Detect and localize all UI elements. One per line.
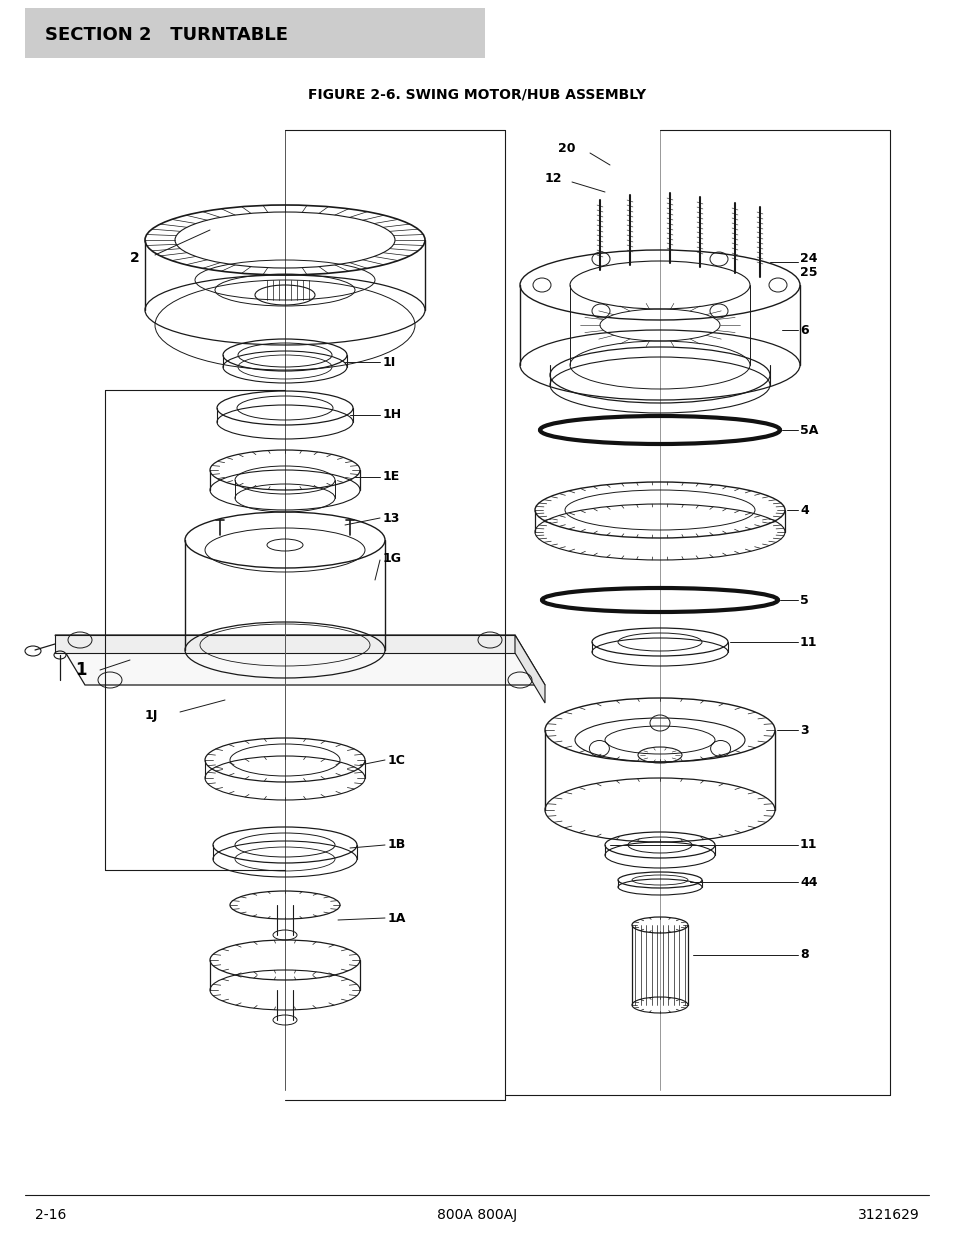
Text: 1: 1 xyxy=(75,661,87,679)
Polygon shape xyxy=(55,635,515,653)
Text: 1J: 1J xyxy=(145,709,158,721)
Text: 13: 13 xyxy=(382,511,400,525)
Text: 11: 11 xyxy=(800,636,817,648)
Polygon shape xyxy=(55,635,544,685)
Bar xyxy=(25,7,484,58)
Text: 8: 8 xyxy=(800,948,808,962)
Text: FIGURE 2-6. SWING MOTOR/HUB ASSEMBLY: FIGURE 2-6. SWING MOTOR/HUB ASSEMBLY xyxy=(308,88,645,103)
Text: 1C: 1C xyxy=(388,753,405,767)
Text: 1I: 1I xyxy=(382,356,395,368)
Polygon shape xyxy=(515,635,544,703)
Text: 25: 25 xyxy=(800,266,817,279)
Text: 20: 20 xyxy=(558,142,575,154)
Text: SECTION 2   TURNTABLE: SECTION 2 TURNTABLE xyxy=(45,26,288,44)
Text: 3: 3 xyxy=(800,724,808,736)
Text: 1H: 1H xyxy=(382,409,402,421)
Text: 800A 800AJ: 800A 800AJ xyxy=(436,1208,517,1221)
Text: 5: 5 xyxy=(800,594,808,606)
Text: 1E: 1E xyxy=(382,471,400,483)
Text: 1A: 1A xyxy=(388,911,406,925)
Text: 1B: 1B xyxy=(388,839,406,851)
Text: 24: 24 xyxy=(800,252,817,264)
Text: 2-16: 2-16 xyxy=(35,1208,67,1221)
Text: 3121629: 3121629 xyxy=(858,1208,919,1221)
Text: 1G: 1G xyxy=(382,552,401,564)
Text: 44: 44 xyxy=(800,876,817,888)
Text: 5A: 5A xyxy=(800,424,818,436)
Text: 4: 4 xyxy=(800,504,808,516)
Text: 2: 2 xyxy=(130,251,139,266)
Text: 11: 11 xyxy=(800,839,817,851)
Text: 12: 12 xyxy=(544,172,562,184)
Text: 6: 6 xyxy=(800,324,808,336)
